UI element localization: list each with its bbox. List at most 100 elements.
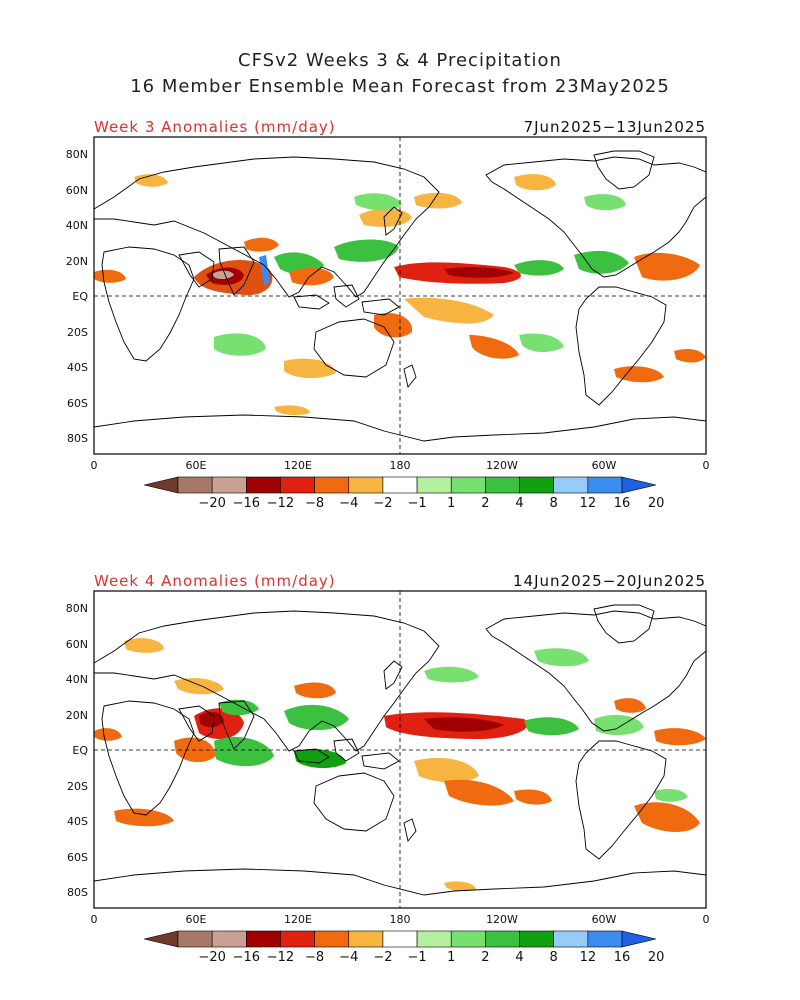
lat-tick: 80N [66, 148, 88, 161]
lat-tick: 20S [67, 780, 88, 793]
panel-week3-label: Week 3 Anomalies (mm/day) [94, 118, 336, 136]
colorbar-swatch [485, 930, 520, 948]
panel-week4-label: Week 4 Anomalies (mm/day) [94, 572, 336, 590]
colorbar-label: −16 [233, 496, 260, 511]
panel-week4-date-range: 14Jun2025−20Jun2025 [513, 572, 706, 590]
colorbar-label: −12 [267, 950, 294, 965]
lat-axis-week4: 80N 60N 40N 20N EQ 20S 40S 60S 80S [66, 602, 89, 899]
colorbar-swatch [587, 930, 623, 948]
colorbar-swatch [143, 476, 179, 494]
colorbar-label: 12 [580, 950, 597, 965]
colorbar-label: 2 [481, 950, 489, 965]
colorbar-label: 16 [614, 950, 631, 965]
colorbar-label: −8 [305, 496, 324, 511]
figure-title-line1: CFSv2 Weeks 3 & 4 Precipitation [238, 50, 562, 71]
colorbar-swatch [280, 476, 315, 494]
colorbar-label: 12 [580, 496, 597, 511]
colorbar-swatch [382, 476, 418, 494]
lon-tick: 60W [592, 459, 617, 472]
lon-tick: 120E [284, 913, 312, 926]
lat-axis-week3: 80N 60N 40N 20N EQ 20S 40S 60S 80S [66, 148, 89, 445]
lat-tick: 60S [67, 397, 88, 410]
lon-tick: 180 [390, 459, 411, 472]
lat-tick: 60N [66, 638, 88, 651]
lon-tick: 120E [284, 459, 312, 472]
colorbar-swatch [348, 930, 384, 948]
colorbar-label: 2 [481, 496, 489, 511]
lon-tick: 0 [91, 459, 98, 472]
colorbar-swatch [519, 476, 554, 494]
colorbar-swatch [314, 930, 350, 948]
colorbar-label: −8 [305, 950, 324, 965]
panel-week3: Week 3 Anomalies (mm/day) 7Jun2025−13Jun… [66, 118, 710, 511]
map-frame-week4 [93, 590, 707, 909]
colorbar-swatch [519, 930, 554, 948]
colorbar-swatch [621, 476, 657, 494]
colorbar-label: −2 [373, 950, 392, 965]
colorbar-label: 20 [648, 496, 665, 511]
colorbar-label: −1 [407, 496, 426, 511]
colorbar-swatch [416, 930, 452, 948]
lat-tick: 80N [66, 602, 88, 615]
colorbar-swatch [177, 930, 213, 948]
colorbar-swatch [348, 476, 384, 494]
lat-tick: 20N [66, 709, 88, 722]
colorbar-label: 4 [515, 496, 523, 511]
figure-title-line2: 16 Member Ensemble Mean Forecast from 23… [130, 76, 670, 97]
lat-tick: 80S [67, 432, 88, 445]
colorbar-label: −20 [198, 950, 225, 965]
panel-week3-date-range: 7Jun2025−13Jun2025 [524, 118, 706, 136]
colorbar-label: 1 [447, 950, 455, 965]
lon-tick: 0 [703, 459, 710, 472]
colorbar-label: 1 [447, 496, 455, 511]
colorbar-label: 8 [550, 950, 558, 965]
colorbar-label: −2 [373, 496, 392, 511]
panel-week4: Week 4 Anomalies (mm/day) 14Jun2025−20Ju… [66, 572, 710, 965]
colorbar-label: −20 [198, 496, 225, 511]
lon-tick: 120W [486, 459, 518, 472]
lon-tick: 60E [186, 913, 207, 926]
lon-tick: 60W [592, 913, 617, 926]
lat-tick: 40S [67, 815, 88, 828]
colorbar-swatch [177, 476, 213, 494]
lon-tick: 120W [486, 913, 518, 926]
colorbar-week3: −20 −16 −12 −8 −4 −2 −1 1 2 4 8 12 16 20 [143, 476, 665, 511]
colorbar-label: 8 [550, 496, 558, 511]
lat-tick: 60N [66, 184, 88, 197]
colorbar-swatch [485, 476, 520, 494]
colorbar-swatch [587, 476, 623, 494]
colorbar-swatch [450, 476, 486, 494]
lon-axis-week3: 0 60E 120E 180 120W 60W 0 [91, 459, 710, 472]
colorbar-swatch [314, 476, 350, 494]
lat-tick: 40N [66, 673, 88, 686]
colorbar-week4: −20 −16 −12 −8 −4 −2 −1 1 2 4 8 12 16 20 [143, 930, 665, 965]
colorbar-label: 4 [515, 950, 523, 965]
lat-tick: 60S [67, 851, 88, 864]
lat-tick: 20S [67, 326, 88, 339]
colorbar-swatch [553, 930, 589, 948]
lat-tick: EQ [72, 290, 88, 303]
lat-tick: 80S [67, 886, 88, 899]
colorbar-swatch [211, 476, 247, 494]
colorbar-swatch [280, 930, 315, 948]
colorbar-label: −16 [233, 950, 260, 965]
lon-tick: 60E [186, 459, 207, 472]
colorbar-label: −4 [339, 496, 358, 511]
colorbar-swatch [450, 930, 486, 948]
colorbar-swatch [382, 930, 418, 948]
lon-tick: 0 [703, 913, 710, 926]
colorbar-swatch [246, 930, 281, 948]
colorbar-label: −12 [267, 496, 294, 511]
colorbar-label: −1 [407, 950, 426, 965]
colorbar-label: −4 [339, 950, 358, 965]
colorbar-swatch [416, 476, 452, 494]
lat-tick: 40S [67, 361, 88, 374]
colorbar-label: 16 [614, 496, 631, 511]
colorbar-label: 20 [648, 950, 665, 965]
map-frame-week3 [93, 136, 707, 455]
lon-tick: 180 [390, 913, 411, 926]
lat-tick: 20N [66, 255, 88, 268]
colorbar-swatch [553, 476, 589, 494]
colorbar-swatch [621, 930, 657, 948]
